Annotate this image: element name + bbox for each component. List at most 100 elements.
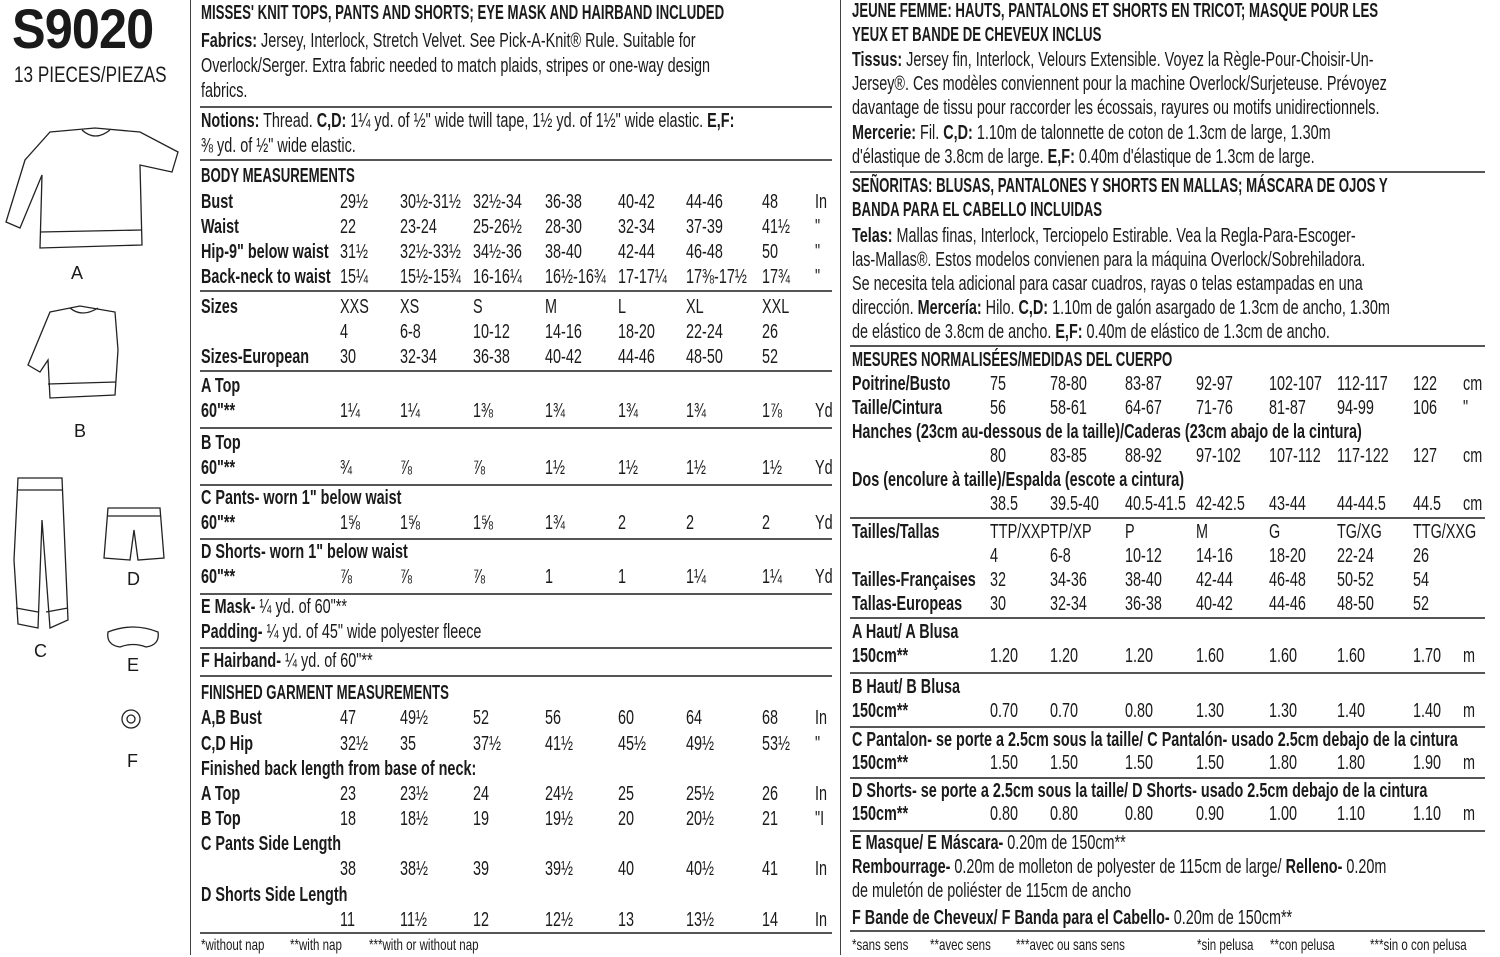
finished-row-value: 47: [340, 707, 357, 729]
yardage-row-value: 1¼: [340, 400, 361, 422]
metric-size-row-value: 26: [1413, 545, 1430, 567]
footnote: *without nap: [201, 937, 265, 954]
section-divider: [200, 370, 832, 372]
text-run: ¼ yd. of 60"**: [281, 650, 373, 672]
metric-size-row-value: 4: [990, 545, 999, 567]
footnote: ***sin o con pelusa: [1370, 937, 1467, 954]
footnote: **with nap: [290, 937, 342, 954]
section-divider: [200, 106, 832, 108]
bold-label: E,F:: [1055, 321, 1083, 343]
metric-body-row-value: 44-44.5: [1337, 493, 1386, 515]
spanish-text: las-Mallas®. Estos modelos convienen par…: [852, 249, 1365, 271]
finished-row-value: 13½: [686, 909, 715, 931]
body-row-unit: ": [815, 216, 821, 238]
size-row-value: XL: [686, 296, 704, 318]
finished-row-value: 53½: [762, 733, 791, 755]
metric-body-row-value: 75: [990, 373, 1007, 395]
text-run: 0.20m de 150cm**: [1003, 832, 1126, 854]
metric-body-row-value: 43-44: [1269, 493, 1306, 515]
finished-row-value: 12: [473, 909, 490, 931]
yardage-row-unit: Yd: [815, 512, 833, 534]
metric-yardage-heading: C Pantalon- se porte a 2.5cm sous la tai…: [852, 729, 1458, 751]
section-divider: [850, 345, 1485, 347]
metric-body-row-unit: cm: [1463, 373, 1483, 395]
section-divider: [200, 159, 832, 161]
metric-yardage-row-value: 1.20: [1050, 645, 1079, 667]
hairband-yardage: F Hairband- ¼ yd. of 60"**: [201, 650, 373, 672]
body-row-label: Bust: [201, 191, 234, 213]
metric-yardage-row-value: 1.20: [990, 645, 1019, 667]
yardage-row-value: 1¾: [686, 400, 707, 422]
finished-row-value: 25: [618, 783, 635, 805]
body-row-label: Waist: [201, 216, 239, 238]
view-a-top-drawing: [5, 127, 179, 249]
bold-label: C,D:: [1018, 297, 1049, 319]
finished-row-value: 40: [618, 858, 635, 880]
size-row-value: XXS: [340, 296, 369, 318]
bold-label: Mercerie:: [852, 122, 917, 144]
finished-row-value: 25½: [686, 783, 715, 805]
finished-row-unit: In: [815, 707, 828, 729]
bold-label: Mercería:: [917, 297, 982, 319]
footnote: ***avec ou sans sens: [1016, 937, 1125, 954]
metric-size-row-value: 32-34: [1050, 593, 1087, 615]
finished-row-value: 18: [340, 808, 357, 830]
text-run: Se necesita tela adicional para casar cu…: [852, 273, 1363, 295]
bold-label: Notions:: [201, 110, 260, 132]
metric-yardage-row-value: 1.20: [1125, 645, 1154, 667]
section-divider: [200, 647, 832, 649]
metric-body-row-value: 88-92: [1125, 445, 1162, 467]
bold-label: YEUX ET BANDE DE CHEVEUX INCLUS: [852, 24, 1102, 46]
metric-size-row-value: 42-44: [1196, 569, 1233, 591]
metric-yardage-row-value: 1.60: [1196, 645, 1225, 667]
yardage-row-value: 2: [762, 512, 771, 534]
metric-body-row-value: 94-99: [1337, 397, 1374, 419]
french-text: Tissus: Jersey fin, Interlock, Velours E…: [852, 49, 1374, 71]
section-divider: [200, 675, 832, 677]
bold-label: C,D:: [316, 110, 347, 132]
pattern-title: MISSES' KNIT TOPS, PANTS AND SHORTS; EYE…: [201, 2, 724, 24]
finished-row-value: 32½: [340, 733, 369, 755]
yardage-row-value: 2: [686, 512, 695, 534]
finished-row-value: 41: [762, 858, 779, 880]
section-divider: [200, 484, 832, 486]
size-row-label: Sizes: [201, 296, 238, 318]
spanish-title: SEÑORITAS: BLUSAS, PANTALONES Y SHORTS E…: [852, 175, 1388, 197]
bold-label: SEÑORITAS: BLUSAS, PANTALONES Y SHORTS E…: [852, 175, 1388, 197]
metric-yardage-row-value: 1.90: [1413, 752, 1442, 774]
section-divider: [200, 538, 832, 540]
metric-body-row-value: 92-97: [1196, 373, 1233, 395]
body-row-unit: In: [815, 191, 828, 213]
finished-row-value: 24: [473, 783, 490, 805]
metric-body-heading: MESURES NORMALISÉES/MEDIDAS DEL CUERPO: [852, 349, 1173, 371]
column-divider-left: [190, 0, 191, 955]
metric-body-row-value: 58-61: [1050, 397, 1087, 419]
body-row-value: 50: [762, 241, 779, 263]
french-title: YEUX ET BANDE DE CHEVEUX INCLUS: [852, 24, 1101, 46]
finished-row-value: 64: [686, 707, 703, 729]
metric-body-row-label: Dos (encolure à taille)/Espalda (escote …: [852, 469, 1185, 491]
view-label-c: C: [34, 641, 47, 661]
pattern-number: S9020: [12, 0, 154, 60]
yardage-view-heading: B Top: [201, 432, 241, 454]
fabrics-text: fabrics.: [201, 80, 247, 102]
metric-size-row-value: G: [1269, 521, 1281, 543]
finished-row-value: 19½: [545, 808, 574, 830]
yardage-view-heading: C Pants- worn 1" below waist: [201, 487, 402, 509]
text-run: dirección.: [852, 297, 918, 319]
bold-label: Telas:: [852, 225, 893, 247]
metric-notion-extra: F Bande de Cheveux/ F Banda para el Cabe…: [852, 907, 1292, 929]
text-run: de elástico de 3.8cm de ancho.: [852, 321, 1056, 343]
french-title: JEUNE FEMME: HAUTS, PANTALONS ET SHORTS …: [852, 0, 1378, 22]
text-run: Jersey, Interlock, Stretch Velvet. See P…: [257, 30, 696, 52]
yardage-row-value: 1⅞: [762, 400, 783, 422]
body-row-label: Hip-9" below waist: [201, 241, 329, 263]
finished-row-value: 60: [618, 707, 635, 729]
bold-label: C,D:: [943, 122, 973, 144]
bold-label: E,F:: [1047, 146, 1075, 168]
spanish-text: de elástico de 3.8cm de ancho. E,F: 0.40…: [852, 321, 1330, 343]
bold-label: E,F:: [707, 110, 735, 132]
metric-size-row-label: Tailles/Tallas: [852, 521, 940, 543]
size-row-value: 40-42: [545, 346, 582, 368]
view-label-f: F: [127, 751, 138, 771]
